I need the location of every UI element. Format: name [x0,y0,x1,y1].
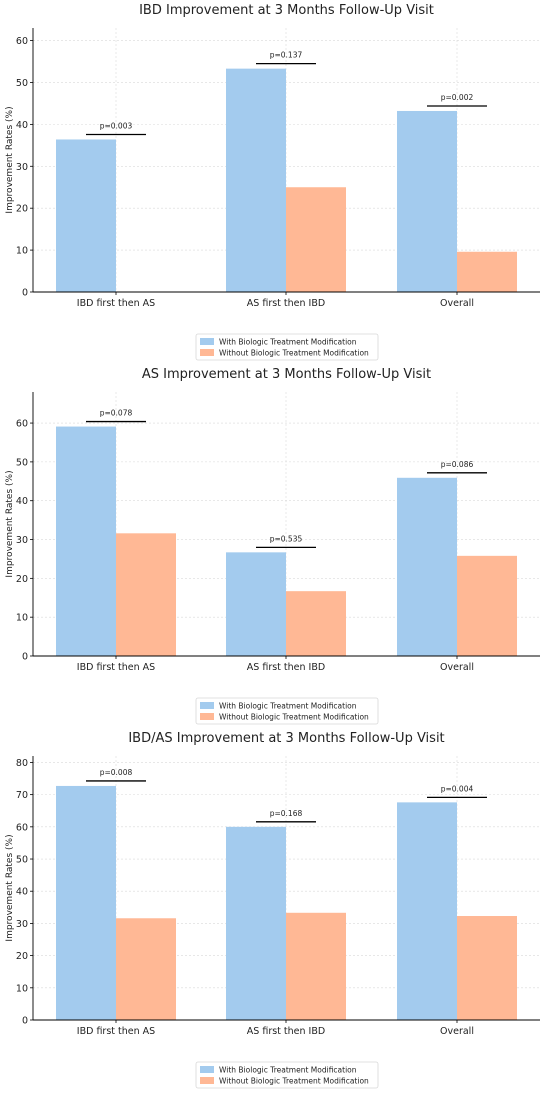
legend-swatch [200,702,214,709]
y-tick-label: 20 [16,204,28,215]
bar-with-modification [397,802,457,1020]
bar-without-modification [457,916,517,1020]
y-axis-label: Improvement Rates (%) [5,106,15,213]
chart-title: IBD/AS Improvement at 3 Months Follow-Up… [128,731,444,746]
bar-with-modification [56,426,116,656]
legend-swatch [200,1066,214,1073]
bar-without-modification [116,918,176,1020]
p-value-label: p=0.002 [441,93,474,102]
y-tick-label: 40 [16,887,28,898]
bar-without-modification [286,912,346,1020]
y-tick-label: 50 [16,855,28,866]
y-tick-label: 80 [16,758,28,769]
y-tick-label: 0 [22,288,28,299]
x-tick-label: IBD first then AS [77,298,155,309]
x-tick-label: AS first then IBD [247,1026,325,1037]
p-value-label: p=0.008 [100,768,133,777]
legend-entry: With Biologic Treatment Modification [219,702,357,711]
chart-svg: IBD/AS Improvement at 3 Months Follow-Up… [5,731,540,1089]
p-value-label: p=0.535 [270,534,303,543]
x-tick-label: Overall [440,1026,474,1037]
bar-with-modification [226,68,286,293]
y-tick-label: 20 [16,951,28,962]
chart-panel-ibd-as: IBD/AS Improvement at 3 Months Follow-Up… [0,728,550,1092]
legend-entry: With Biologic Treatment Modification [219,338,357,347]
p-value-label: p=0.078 [100,409,133,418]
chart-title: IBD Improvement at 3 Months Follow-Up Vi… [139,3,434,18]
legend-box [195,697,379,725]
bar-with-modification [226,552,286,656]
y-tick-label: 0 [22,1016,28,1027]
x-tick-label: AS first then IBD [247,662,325,673]
bar-without-modification [286,591,346,656]
legend-swatch [200,349,214,356]
p-value-label: p=0.003 [100,121,133,130]
p-value-label: p=0.168 [270,809,303,818]
x-tick-label: AS first then IBD [247,298,325,309]
chart-svg: IBD Improvement at 3 Months Follow-Up Vi… [5,3,540,361]
bar-without-modification [286,187,346,292]
y-tick-label: 40 [16,120,28,131]
y-tick-label: 50 [16,78,28,89]
bar-with-modification [226,826,286,1020]
y-tick-label: 30 [16,919,28,930]
y-axis-label: Improvement Rates (%) [5,834,15,941]
chart-panel-ibd: IBD Improvement at 3 Months Follow-Up Vi… [0,0,550,364]
legend-swatch [200,1077,214,1084]
bar-with-modification [397,110,457,292]
p-value-label: p=0.137 [270,51,303,60]
y-tick-label: 60 [16,419,28,430]
y-tick-label: 30 [16,162,28,173]
y-tick-label: 10 [16,983,28,994]
y-tick-label: 30 [16,535,28,546]
y-tick-label: 40 [16,496,28,507]
y-tick-label: 20 [16,574,28,585]
y-tick-label: 60 [16,36,28,47]
legend-entry: Without Biologic Treatment Modification [219,1077,369,1086]
bar-with-modification [56,785,116,1020]
y-tick-label: 10 [16,613,28,624]
p-value-label: p=0.086 [441,460,474,469]
y-tick-label: 60 [16,822,28,833]
y-tick-label: 50 [16,457,28,468]
legend-entry: With Biologic Treatment Modification [219,1066,357,1075]
legend-box [195,1061,379,1089]
x-tick-label: IBD first then AS [77,1026,155,1037]
bar-with-modification [397,477,457,656]
y-axis-label: Improvement Rates (%) [5,470,15,577]
legend-entry: Without Biologic Treatment Modification [219,713,369,722]
bar-without-modification [457,251,517,292]
bar-without-modification [116,533,176,656]
chart-svg: AS Improvement at 3 Months Follow-Up Vis… [5,367,540,725]
chart-panel-as: AS Improvement at 3 Months Follow-Up Vis… [0,364,550,728]
bar-with-modification [56,139,116,292]
x-tick-label: Overall [440,662,474,673]
x-tick-label: IBD first then AS [77,662,155,673]
y-tick-label: 0 [22,652,28,663]
x-tick-label: Overall [440,298,474,309]
p-value-label: p=0.004 [441,784,474,793]
legend-swatch [200,338,214,345]
legend-entry: Without Biologic Treatment Modification [219,349,369,358]
y-tick-label: 70 [16,790,28,801]
bar-without-modification [457,555,517,656]
legend-box [195,333,379,361]
y-tick-label: 10 [16,246,28,257]
chart-title: AS Improvement at 3 Months Follow-Up Vis… [142,367,431,382]
legend-swatch [200,713,214,720]
